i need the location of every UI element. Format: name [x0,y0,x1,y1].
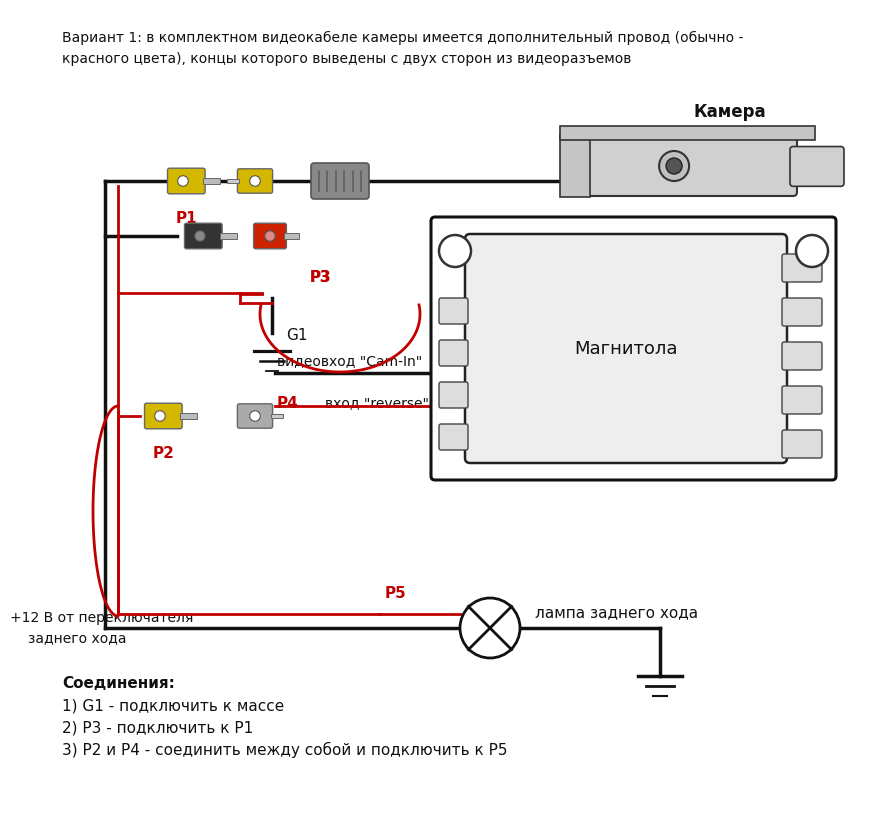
Circle shape [178,176,188,186]
Circle shape [264,231,275,241]
Text: заднего хода: заднего хода [28,631,126,645]
FancyBboxPatch shape [285,233,299,239]
Circle shape [249,410,260,421]
FancyBboxPatch shape [439,298,468,324]
FancyBboxPatch shape [439,382,468,408]
FancyBboxPatch shape [238,169,272,193]
Circle shape [796,235,828,267]
FancyBboxPatch shape [560,135,590,197]
Text: P3: P3 [310,270,332,285]
FancyBboxPatch shape [782,342,822,370]
FancyBboxPatch shape [560,126,815,140]
Text: P3: P3 [310,270,331,285]
Text: 2) Р3 - подключить к Р1: 2) Р3 - подключить к Р1 [62,720,253,735]
FancyBboxPatch shape [185,223,222,249]
FancyBboxPatch shape [782,298,822,326]
Circle shape [659,151,690,181]
Text: видеовход "Cam-In": видеовход "Cam-In" [277,354,423,368]
FancyBboxPatch shape [584,136,797,196]
Text: Соединения:: Соединения: [62,676,175,691]
Text: лампа заднего хода: лампа заднего хода [535,605,698,620]
Text: 3) Р2 и Р4 - соединить между собой и подключить к Р5: 3) Р2 и Р4 - соединить между собой и под… [62,742,507,758]
FancyBboxPatch shape [144,403,182,429]
Text: Магнитола: Магнитола [575,340,678,357]
Text: P4: P4 [277,396,299,410]
FancyBboxPatch shape [439,424,468,450]
FancyBboxPatch shape [203,178,220,184]
FancyBboxPatch shape [782,386,822,414]
Text: 1) G1 - подключить к массе: 1) G1 - подключить к массе [62,698,285,713]
FancyBboxPatch shape [790,146,844,186]
Circle shape [667,158,682,174]
Text: P5: P5 [385,586,407,601]
FancyBboxPatch shape [180,413,197,419]
Text: Камера: Камера [694,103,766,121]
Text: Вариант 1: в комплектном видеокабеле камеры имеется дополнительный провод (обычн: Вариант 1: в комплектном видеокабеле кам… [62,31,743,66]
FancyBboxPatch shape [782,254,822,282]
Text: P2: P2 [153,446,175,461]
FancyBboxPatch shape [168,168,205,194]
FancyBboxPatch shape [782,430,822,458]
Circle shape [155,410,165,421]
FancyBboxPatch shape [220,233,237,239]
Text: G1: G1 [286,328,308,343]
Text: вход "reverse": вход "reverse" [325,396,429,410]
Circle shape [194,231,205,241]
Circle shape [439,235,471,267]
FancyBboxPatch shape [311,163,369,199]
FancyBboxPatch shape [254,223,286,249]
Text: +12 В от переключателя: +12 В от переключателя [10,611,194,625]
Text: P1: P1 [176,211,198,226]
Circle shape [460,598,520,658]
FancyBboxPatch shape [238,404,272,429]
FancyBboxPatch shape [439,340,468,366]
FancyBboxPatch shape [271,414,283,419]
FancyBboxPatch shape [431,217,836,480]
FancyBboxPatch shape [465,234,787,463]
Circle shape [249,176,260,186]
FancyBboxPatch shape [227,179,240,183]
